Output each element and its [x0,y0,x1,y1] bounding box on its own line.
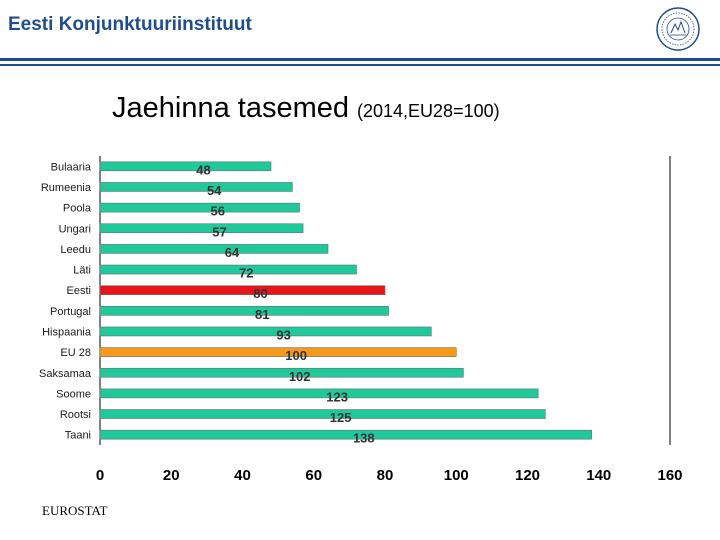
slide-title: Jaehinna tasemed (2014,EU28=100) [112,92,500,125]
x-tick-label: 60 [305,467,322,484]
data-label: 81 [255,307,269,322]
bar [99,244,329,254]
slide-title-main: Jaehinna tasemed [112,92,349,124]
header-rule-thin [0,64,720,66]
bar [99,306,389,316]
data-label: 125 [330,410,352,425]
data-label: 80 [253,286,267,301]
category-label: Eesti [67,285,91,297]
header-org-title: Eesti Konjunktuuriinstituut [8,14,252,35]
x-tick-label: 120 [515,467,540,484]
bar [99,285,386,295]
bar [99,429,592,440]
category-label: Soome [56,388,91,400]
data-label: 64 [225,245,240,260]
bar [99,409,546,419]
x-tick-label: 140 [586,467,611,484]
data-label: 56 [211,204,225,219]
data-label: 48 [196,162,210,177]
x-tick-label: 20 [163,467,180,484]
bar [99,202,300,213]
data-label: 123 [326,389,348,404]
x-tick-label: 40 [234,467,251,484]
category-label: Leedu [60,244,91,256]
institute-seal-logo [656,7,700,51]
bar [99,182,293,192]
bar [99,264,357,275]
data-label: 100 [285,348,307,363]
header-rule [0,58,720,61]
data-label: 93 [276,327,290,342]
bar [99,388,539,399]
category-label: Ungari [59,223,91,235]
category-label: Läti [73,265,91,277]
x-tick-label: 160 [657,467,682,484]
category-label: EU 28 [60,347,91,359]
bar [99,367,464,378]
bar [99,223,304,234]
category-label: Poola [63,203,92,215]
category-label: Saksamaa [39,368,92,380]
category-label: Portugal [50,306,91,318]
category-label: Hispaania [42,326,92,338]
data-label: 57 [212,224,226,239]
data-label: 54 [207,183,222,198]
category-label: Taani [65,430,91,442]
category-label: Bulaaria [51,161,92,173]
bar [99,326,432,337]
slide-title-sub: (2014,EU28=100) [357,101,500,121]
category-label: Rootsi [60,409,91,421]
data-label: 72 [239,266,253,281]
data-label: 102 [289,369,311,384]
bar [99,347,457,357]
bar [99,161,272,172]
x-tick-label: 0 [96,467,104,484]
data-label: 138 [353,431,375,446]
category-label: Rumeenia [41,182,92,194]
source-label: EUROSTAT [42,503,108,518]
x-tick-label: 100 [444,467,469,484]
x-tick-label: 80 [377,467,394,484]
